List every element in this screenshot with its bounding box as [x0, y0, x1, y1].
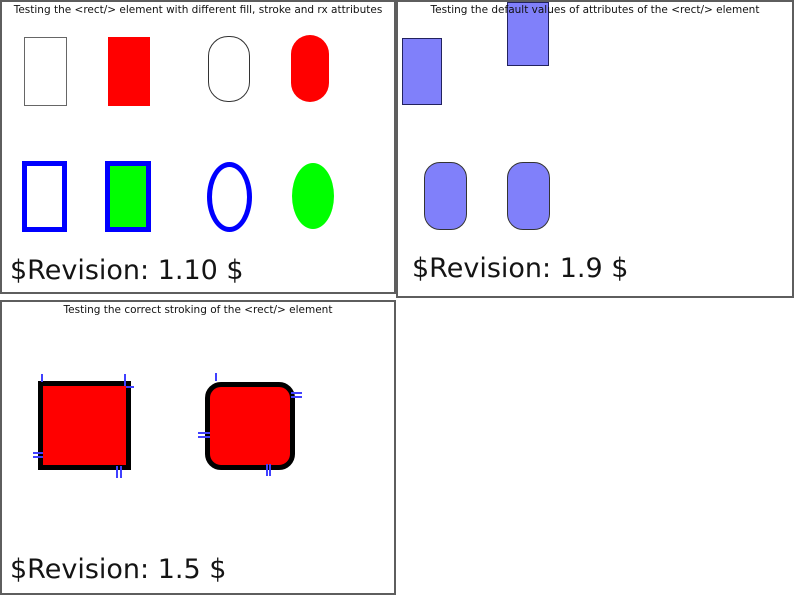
panel-title: Testing the correct stroking of the <rec… — [63, 304, 333, 316]
revision-text: $Revision: 1.5 $ — [10, 554, 227, 585]
panel-stroking: Testing the correct stroking of the <rec… — [0, 300, 396, 595]
panel-title: Testing the default values of attributes… — [430, 4, 760, 16]
panel-fill-stroke-rx: Testing the <rect/> element with differe… — [0, 0, 396, 294]
panel-title: Testing the <rect/> element with differe… — [13, 4, 383, 16]
panel-default-values: Testing the default values of attributes… — [396, 0, 794, 298]
revision-text: $Revision: 1.10 $ — [10, 255, 244, 286]
revision-text: $Revision: 1.9 $ — [412, 253, 629, 284]
